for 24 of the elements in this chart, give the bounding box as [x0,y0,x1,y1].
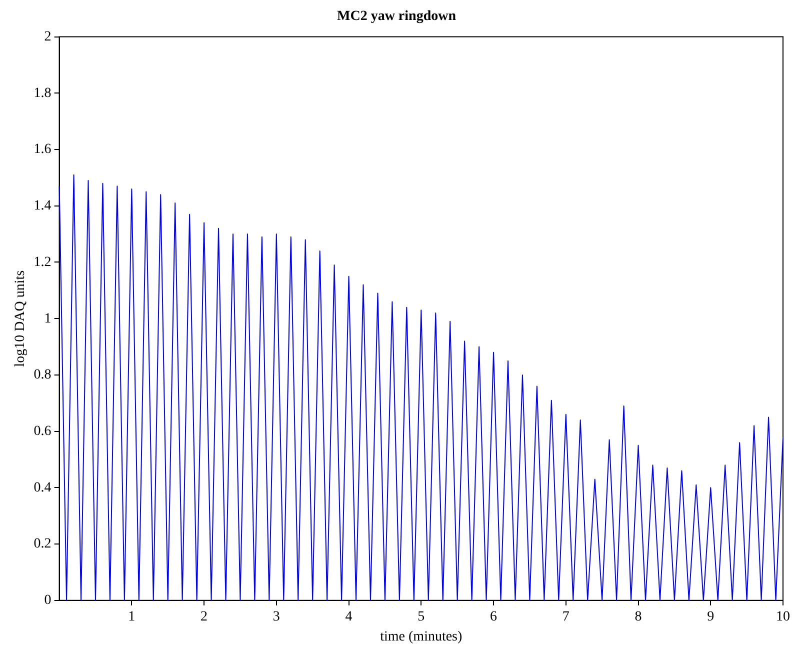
y-tick-label: 1 [44,311,52,326]
x-tick-label: 2 [200,609,208,624]
y-axis-title: log10 DAQ units [13,270,28,367]
y-tick-label: 0.4 [34,480,52,496]
y-tick-label: 0.6 [34,424,52,439]
x-tick-label: 1 [128,609,136,624]
y-tick-label: 2 [44,29,52,44]
y-tick-label: 0 [44,593,52,608]
x-tick-label: 9 [707,609,714,624]
y-tick-label: 1.6 [34,142,52,158]
x-tick-label: 6 [490,609,498,624]
x-tick-label: 7 [562,609,570,624]
y-tick-label: 0.2 [34,536,52,552]
y-tick-label: 0.8 [34,368,52,383]
x-axis-title: time (minutes) [380,629,463,644]
y-tick-label: 1.8 [34,86,52,101]
x-tick-label: 5 [418,609,425,624]
x-tick-label: 3 [272,609,280,624]
chart-title: MC2 yaw ringdown [336,9,456,24]
y-tick-label: 1.2 [34,254,52,270]
x-tick-label: 4 [345,609,352,624]
x-tick-label: 10 [776,609,790,624]
y-tick-label: 1.4 [34,198,52,214]
x-tick-label: 8 [634,609,642,624]
